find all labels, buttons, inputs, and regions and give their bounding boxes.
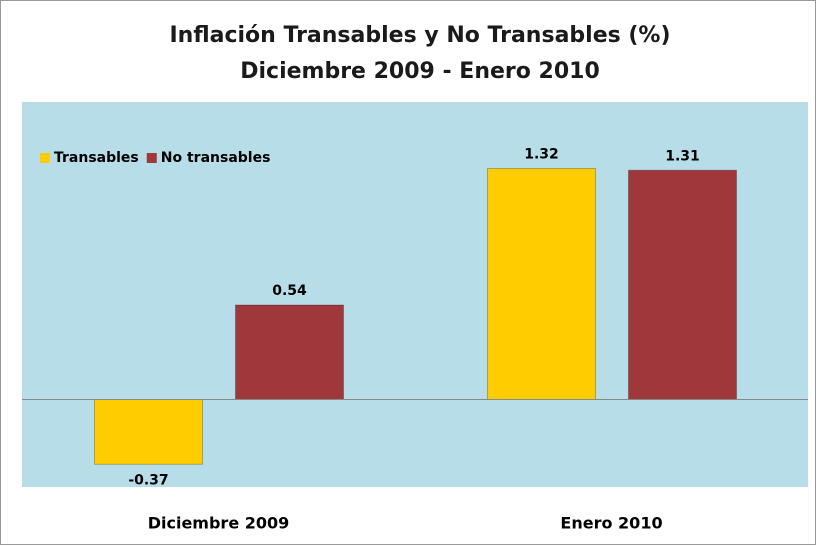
bar bbox=[235, 304, 344, 400]
legend-swatch bbox=[40, 153, 50, 163]
legend-label: No transables bbox=[161, 150, 271, 166]
legend-swatch bbox=[146, 153, 157, 163]
chart-title: Inflación Transables y No Transables (%) bbox=[169, 23, 670, 48]
bar bbox=[487, 168, 596, 400]
legend-label: Transables bbox=[54, 150, 139, 166]
data-label: -0.37 bbox=[128, 472, 168, 488]
bar bbox=[628, 169, 737, 400]
x-tick-label: Enero 2010 bbox=[560, 514, 662, 533]
bar bbox=[94, 399, 203, 465]
data-label: 1.31 bbox=[665, 148, 700, 164]
data-label: 0.54 bbox=[272, 283, 307, 299]
data-label: 1.32 bbox=[524, 147, 559, 163]
chart-subtitle: Diciembre 2009 - Enero 2010 bbox=[240, 59, 600, 84]
x-tick-label: Diciembre 2009 bbox=[148, 514, 290, 533]
